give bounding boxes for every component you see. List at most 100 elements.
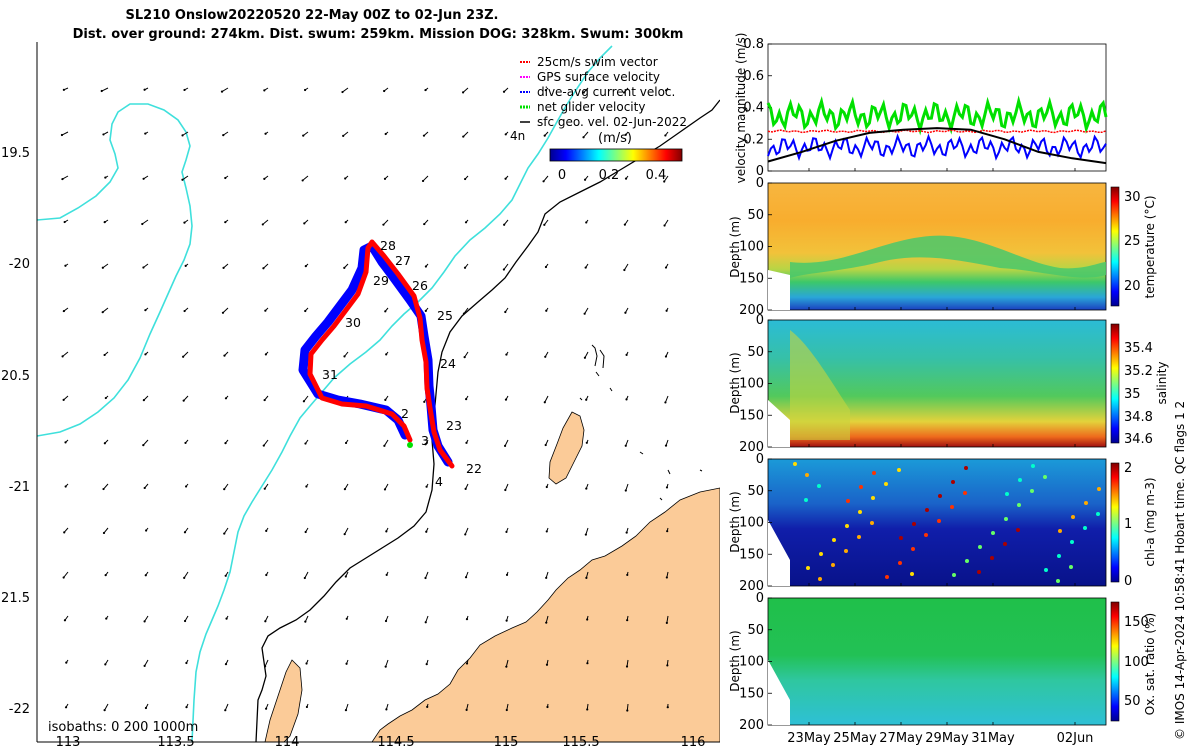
current-vector-head	[422, 134, 426, 137]
small-islands	[579, 344, 703, 501]
temperature-thermocline	[790, 235, 1106, 278]
chla-ylabel: Depth (m)	[728, 491, 742, 552]
current-vector	[303, 395, 309, 402]
current-vector-head	[624, 489, 627, 492]
current-vector-head	[305, 705, 309, 709]
chla-sample-dot	[1071, 515, 1075, 519]
salinity-colorbar-label: salinity	[1155, 361, 1169, 404]
depth-tick: 150	[739, 408, 764, 423]
chla-sample-dot	[1043, 475, 1047, 479]
temperature-ylabel: Depth (m)	[728, 216, 742, 277]
salinity-panel: 35.4 35.2 35 34.8 34.6 salinity Depth (m…	[728, 319, 1169, 448]
track-day-label: 23	[446, 418, 462, 433]
current-vector-head	[425, 662, 428, 666]
isobath-1000m-west	[37, 103, 193, 437]
chla-panel: 2 1 0 chl-a (mg m-3) Depth (m)	[728, 458, 1157, 589]
velocity-series-net	[766, 95, 1108, 136]
current-vector-head	[664, 401, 667, 404]
current-vector-head	[263, 398, 266, 402]
velocity-ytick: 0.2	[743, 132, 764, 147]
current-vector-head	[221, 311, 225, 314]
oxygen-nodata	[768, 660, 790, 725]
isobath-1000m	[191, 45, 613, 742]
current-vector-head	[143, 664, 146, 667]
chla-sample-dot	[950, 505, 954, 509]
chla-sample-dot	[1016, 528, 1020, 532]
current-vector-head	[183, 619, 187, 623]
velocity-series-geo	[767, 127, 1107, 165]
current-vector-head	[421, 179, 425, 183]
current-vector-head	[142, 177, 145, 180]
current-vector-head	[144, 574, 147, 577]
current-vector	[141, 219, 149, 225]
current-vector	[101, 87, 109, 92]
section-panels: 30 25 20 temperature (°C) Depth (m) 35.4…	[728, 168, 1169, 746]
current-vector-head	[666, 706, 669, 709]
oxygen-colorbar-label: Ox. sat. ratio (%)	[1143, 613, 1157, 715]
current-vector	[262, 219, 269, 225]
map-y-tick: 20.5	[1, 369, 30, 384]
current-vector-head	[64, 264, 67, 267]
speed-scale-label: (m/s)	[598, 131, 632, 146]
current-vector-head	[264, 665, 267, 668]
current-vector-head	[504, 133, 507, 136]
island-east	[548, 411, 585, 485]
current-vector-head	[222, 134, 225, 137]
current-vector	[182, 175, 189, 181]
current-vector-head	[344, 441, 348, 445]
chla-sample-dot	[817, 484, 821, 488]
depth-tick: 50	[747, 345, 764, 360]
time-ticks: 23May 25May 27May 29May 31May 02Jun	[787, 168, 1093, 746]
current-vector-head	[65, 661, 68, 664]
current-vector-head	[343, 532, 346, 536]
temperature-colorbar	[1110, 186, 1120, 307]
current-vector-head	[586, 618, 589, 621]
current-vector-head	[303, 88, 307, 92]
current-vector-head	[505, 708, 508, 712]
current-vector	[626, 659, 629, 667]
current-vector	[425, 615, 429, 623]
current-vector-head	[385, 530, 388, 533]
map-x-ticks: 113 113.5 114 114.5 115 115.5 116	[56, 735, 706, 750]
track-day-label: 3	[421, 433, 429, 448]
current-vector-head	[383, 444, 386, 447]
legend-note: 4n	[510, 129, 525, 143]
current-vector-head	[625, 531, 628, 534]
track-day-label: 29	[373, 273, 389, 288]
map-x-tick: 116	[681, 735, 706, 750]
current-vector-head	[625, 398, 628, 401]
chla-sample-dot	[1070, 540, 1074, 544]
current-vector-head	[144, 309, 147, 312]
speed-colorbar-tick: 0.2	[599, 168, 620, 183]
depth-tick: 150	[739, 686, 764, 701]
current-vector-head	[303, 576, 306, 580]
legend-label: 25cm/s swim vector	[537, 55, 658, 69]
chla-sample-dot	[897, 468, 901, 472]
current-vector-head	[504, 488, 507, 492]
velocity-ytick: 0.8	[743, 37, 764, 52]
track-day-label: 26	[412, 278, 428, 293]
track-day-label: 30	[345, 315, 361, 330]
depth-tick: 0	[756, 176, 764, 191]
current-vector-head	[582, 91, 585, 94]
track-day-label: 25	[437, 308, 453, 323]
current-vector-head	[62, 309, 65, 313]
legend-label: net glider velocity	[537, 100, 645, 114]
current-vector	[63, 571, 69, 578]
current-vector	[544, 395, 549, 403]
current-vector	[104, 703, 109, 711]
chla-sample-dot	[857, 535, 861, 539]
current-vector	[224, 703, 229, 711]
current-vector-head	[101, 266, 104, 269]
current-vector-head	[463, 266, 467, 269]
current-vector-head	[423, 222, 426, 226]
depth-tick: 0	[756, 313, 764, 328]
figure-title-line2: Dist. over ground: 274km. Dist. swum: 25…	[73, 27, 684, 42]
current-vector-head	[141, 222, 144, 226]
current-vector-head	[304, 309, 307, 313]
speed-colorbar-tick: 0	[558, 168, 566, 183]
map-x-tick: 114.5	[377, 735, 414, 750]
current-vector-head	[462, 312, 466, 315]
current-vector-head	[584, 266, 587, 269]
current-vector-head	[264, 353, 267, 356]
